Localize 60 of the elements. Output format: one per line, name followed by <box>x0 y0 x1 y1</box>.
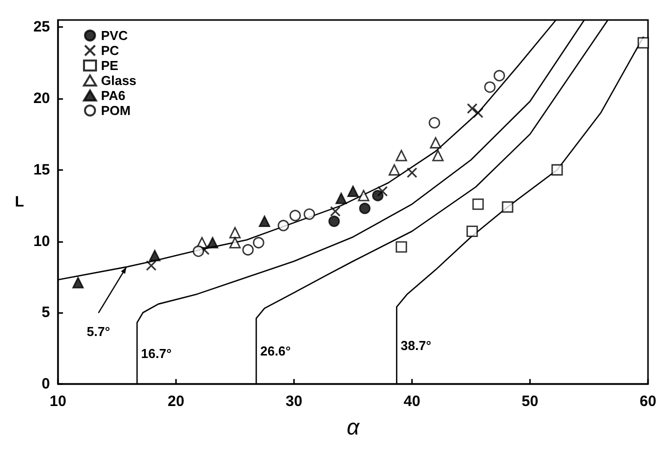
x-tick-label: 40 <box>404 393 420 410</box>
point <box>242 244 254 256</box>
point <box>336 192 347 204</box>
series-label: 26.6° <box>260 344 291 359</box>
point <box>358 190 370 202</box>
point <box>406 167 418 178</box>
x-tick-label: 30 <box>286 393 302 410</box>
point <box>472 107 484 118</box>
y-tick-label: 20 <box>33 90 50 108</box>
y-tick-label: 0 <box>42 376 50 392</box>
legend-label: POM <box>101 103 131 118</box>
point <box>278 220 290 232</box>
legend-label: PC <box>101 43 120 58</box>
x-tick-label: 60 <box>640 393 656 410</box>
text: 5.7° <box>86 324 110 339</box>
x-axis-title: α <box>346 414 361 440</box>
point <box>72 276 84 288</box>
series-label: 16.7° <box>141 346 172 361</box>
point <box>149 250 160 262</box>
point <box>330 206 341 217</box>
point <box>494 70 506 82</box>
series-label: 38.7° <box>400 338 432 353</box>
point <box>396 150 408 162</box>
point <box>396 241 408 253</box>
point <box>304 208 316 220</box>
legend-label: PA6 <box>101 88 126 103</box>
point <box>192 246 204 257</box>
point <box>377 186 388 197</box>
point <box>502 201 514 213</box>
point <box>372 190 384 202</box>
point <box>638 37 649 49</box>
point <box>484 81 496 93</box>
x-tick-label: 50 <box>522 393 538 410</box>
point <box>466 226 478 237</box>
point <box>359 202 370 214</box>
point <box>206 236 218 248</box>
y-axis-title: L <box>14 194 24 210</box>
point <box>432 150 444 162</box>
point <box>328 216 340 227</box>
y-tick-label: 25 <box>33 18 50 36</box>
legend-label: Glass <box>101 73 136 88</box>
point <box>347 186 359 197</box>
x-tick-label: 20 <box>168 393 184 410</box>
legend-label: PVC <box>101 28 128 43</box>
point <box>472 198 484 210</box>
y-tick-label: 5 <box>42 304 50 322</box>
y-tick-label: 10 <box>33 232 50 250</box>
point <box>466 103 478 114</box>
point <box>229 226 241 238</box>
point <box>430 137 442 148</box>
point <box>289 210 301 222</box>
point <box>258 216 270 227</box>
point <box>428 117 440 128</box>
point <box>252 236 264 248</box>
point <box>146 260 157 271</box>
point <box>229 236 241 248</box>
y-tick-label: 15 <box>33 161 50 178</box>
point <box>388 164 400 176</box>
legend-label: PE <box>101 58 119 73</box>
point <box>551 164 563 176</box>
